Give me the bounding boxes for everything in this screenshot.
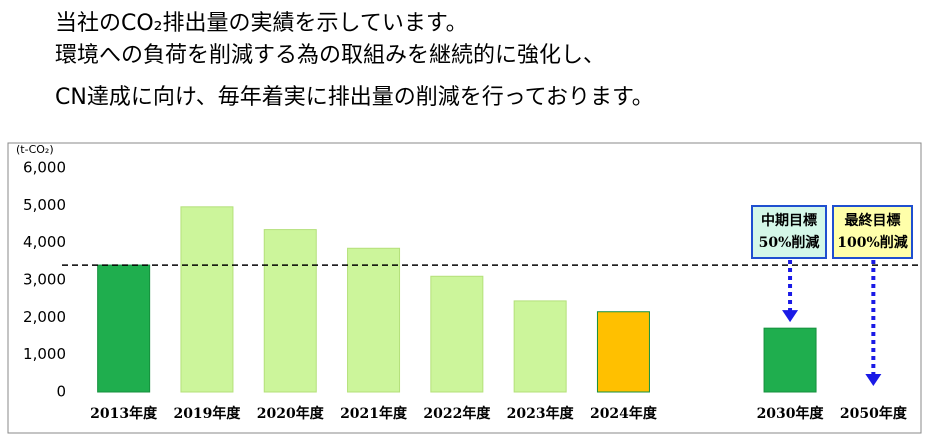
x-tick-label: 2019年度: [173, 405, 241, 422]
annotation-text: 50%削減: [759, 234, 820, 251]
annotation-box: [751, 205, 827, 259]
x-tick-label: 2023年度: [507, 405, 575, 422]
annotation-text: 中期目標: [761, 212, 817, 229]
intro-line: CN達成に向け、毎年着実に排出量の削減を行っております。: [55, 85, 654, 110]
annotation-box: [832, 205, 913, 259]
y-tick-label: 3,000: [23, 271, 66, 289]
x-tick-label: 2021年度: [340, 405, 408, 422]
x-tick-label: 2024年度: [590, 405, 658, 422]
y-tick-label: 5,000: [23, 196, 66, 214]
y-tick-label: 0: [56, 383, 66, 401]
x-tick-label: 2050年度: [840, 405, 908, 422]
bar: [763, 327, 817, 393]
annotation-text: 最終目標: [845, 212, 901, 229]
y-tick-label: 1,000: [23, 345, 66, 363]
y-tick-label: 6,000: [23, 159, 66, 177]
y-axis-label: (t-CO₂): [16, 143, 54, 156]
intro-line: 当社のCO₂排出量の実績を示しています。: [55, 11, 468, 36]
bar: [263, 229, 317, 393]
x-tick-label: 2020年度: [257, 405, 325, 422]
y-tick-label: 2,000: [23, 308, 66, 326]
annotation-text: 100%削減: [837, 234, 908, 251]
x-tick-label: 2030年度: [757, 405, 825, 422]
x-tick-label: 2022年度: [423, 405, 491, 422]
intro-line: 環境への負荷を削減する為の取組みを継続的に強化し、: [55, 43, 606, 68]
x-tick-label: 2013年度: [90, 405, 158, 422]
bar: [596, 311, 650, 393]
arrow-head: [865, 374, 882, 386]
y-tick-label: 4,000: [23, 233, 66, 251]
bar: [430, 275, 484, 393]
bar: [180, 206, 234, 393]
bar: [513, 300, 567, 393]
bar: [347, 247, 401, 393]
arrow-head: [782, 310, 799, 323]
bar: [97, 264, 151, 393]
